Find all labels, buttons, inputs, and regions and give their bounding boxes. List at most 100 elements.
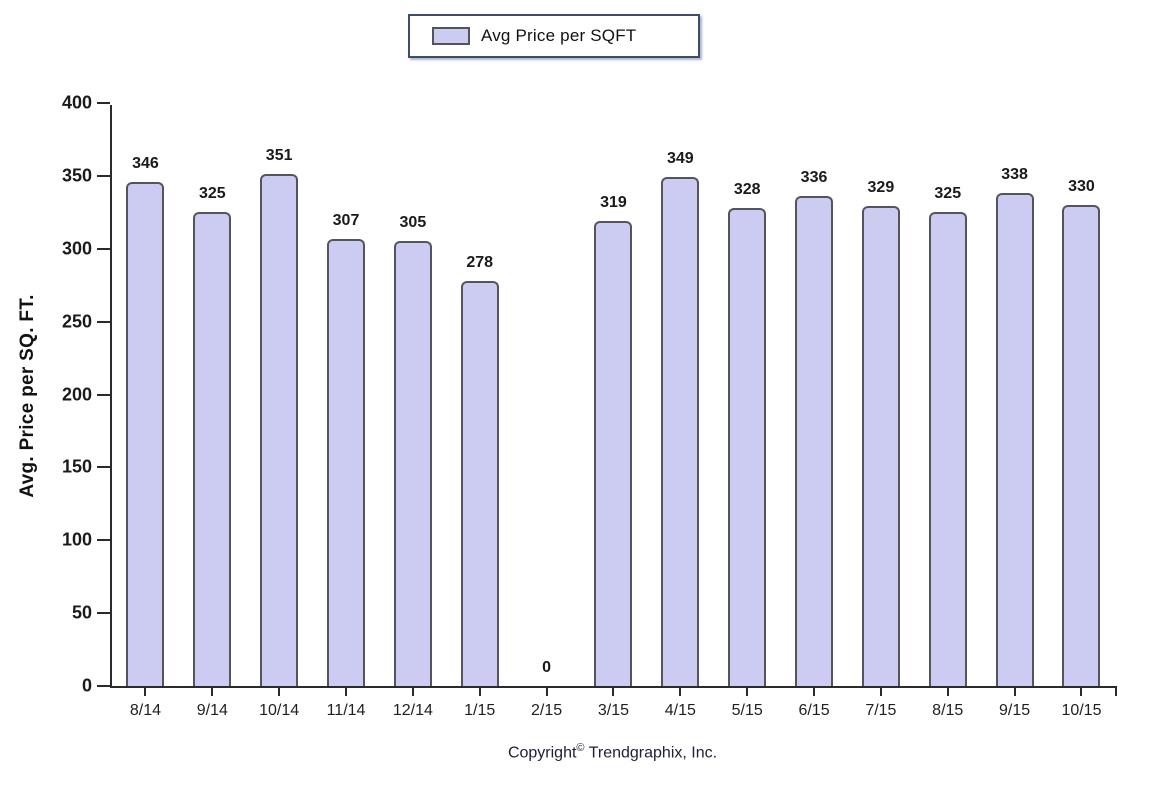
y-axis-tick-label: 0 [81, 675, 92, 696]
bar-value-label: 329 [867, 179, 895, 197]
y-axis-tick [97, 393, 110, 396]
bar-value-label: 349 [666, 150, 694, 168]
y-axis-tick [97, 612, 110, 615]
x-axis-tick-label: 7/15 [865, 702, 897, 719]
bar-value-label: 328 [733, 180, 761, 198]
y-axis-tick [97, 247, 110, 250]
x-axis-tick-label: 1/15 [464, 702, 496, 719]
bar-slot-9/15: 338 9/15 [981, 105, 1048, 719]
bar-slot-12/14: 305 12/14 [379, 105, 446, 719]
bar-7/15 [861, 206, 900, 686]
bar-4/15 [661, 177, 700, 686]
x-axis-tick [144, 686, 147, 696]
x-axis-tick-label: 6/15 [798, 702, 830, 719]
y-axis-tick-label: 350 [61, 165, 92, 186]
y-axis-tick-label: 50 [71, 602, 92, 623]
bar-slot-10/14: 351 10/14 [246, 105, 313, 719]
bar-3/15 [594, 221, 633, 686]
y-axis-tick-label: 250 [61, 311, 92, 332]
y-axis-tick [97, 320, 110, 323]
bar-value-label: 325 [934, 185, 962, 203]
x-axis-tick-label: 10/15 [1061, 702, 1102, 719]
x-axis-tick-label: 10/14 [259, 702, 300, 719]
bar-value-label: 319 [600, 194, 627, 212]
bar-value-label: 338 [1001, 166, 1028, 184]
legend: Avg Price per SQFT [408, 14, 700, 58]
x-axis-tick [879, 686, 882, 696]
y-axis-tick [97, 539, 110, 542]
bars-row: 346 8/14 325 9/14 351 10/14 307 11/14 305 12/14 27… [112, 105, 1115, 719]
x-axis-tick [1080, 686, 1083, 696]
bar-12/14 [393, 241, 432, 686]
copyright-suffix: Trendgraphix, Inc. [588, 744, 718, 762]
x-axis-tick [211, 686, 214, 696]
y-axis-tick [97, 685, 110, 687]
bar-slot-8/15: 325 8/15 [914, 105, 981, 719]
bar-value-label: 0 [542, 659, 552, 676]
bar-slot-1/15: 278 1/15 [446, 105, 513, 719]
x-axis-tick [679, 686, 682, 696]
x-axis-tick-label: 5/15 [731, 702, 763, 719]
x-axis-tick-label: 4/15 [664, 702, 696, 719]
bar-value-label: 278 [466, 253, 494, 271]
x-axis-tick [278, 686, 281, 696]
bar-1/15 [460, 280, 499, 686]
copyright-prefix: Copyright [507, 744, 577, 762]
x-axis-end-tick [1115, 686, 1117, 696]
y-axis-tick-label: 200 [61, 384, 92, 404]
bar-6/15 [795, 196, 834, 686]
bar-slot-9/14: 325 9/14 [179, 105, 246, 719]
bar-value-label: 305 [399, 214, 427, 232]
bar-slot-5/15: 328 5/15 [714, 105, 781, 719]
bar-slot-11/14: 307 11/14 [313, 105, 380, 719]
bar-slot-10/15: 330 10/15 [1048, 105, 1115, 719]
x-axis-tick [946, 686, 949, 696]
bar-value-label: 336 [800, 169, 828, 187]
y-axis-tick [97, 466, 110, 469]
x-axis-tick-label: 2/15 [531, 702, 563, 719]
bar-slot-4/15: 349 4/15 [647, 105, 714, 719]
bar-11/14 [327, 238, 365, 686]
bar-slot-6/15: 336 6/15 [781, 105, 848, 719]
x-axis-tick [1013, 686, 1016, 696]
bar-10/14 [260, 174, 299, 686]
x-axis-tick-label: 11/14 [326, 702, 366, 719]
x-axis-tick-label: 12/14 [392, 702, 433, 719]
bar-8/14 [126, 181, 165, 686]
bar-slot-2/15: 0 2/15 [513, 105, 580, 719]
bar-value-label: 346 [132, 154, 159, 172]
bar-slot-8/14: 346 8/14 [112, 105, 179, 719]
y-axis-tick [97, 174, 110, 177]
y-axis-tick [97, 102, 110, 104]
x-axis-tick [545, 686, 548, 696]
bar-value-label: 351 [265, 147, 293, 165]
bar-5/15 [728, 207, 767, 686]
bar-value-label: 307 [332, 211, 360, 229]
bar-slot-7/15: 329 7/15 [847, 105, 914, 719]
x-axis-tick [612, 686, 615, 696]
x-axis-tick [345, 686, 347, 696]
x-axis-tick [411, 686, 414, 696]
x-axis-tick [478, 686, 481, 696]
legend-label: Avg Price per SQFT [481, 26, 637, 45]
bar-9/15 [995, 193, 1034, 686]
copyright-symbol: © [576, 742, 585, 754]
x-axis-tick-label: 9/15 [999, 702, 1031, 719]
bar-value-label: 330 [1068, 178, 1095, 196]
x-axis-tick-label: 3/15 [597, 702, 630, 719]
y-axis-tick-label: 400 [61, 92, 92, 113]
x-axis-tick [746, 686, 749, 696]
bar-value-label: 325 [198, 185, 226, 203]
bar-8/15 [928, 212, 967, 686]
bar-9/14 [193, 212, 232, 686]
y-axis-tick-label: 300 [61, 238, 92, 259]
copyright-text: Copyright© Trendgraphix, Inc. [110, 742, 1115, 762]
x-axis-tick-label: 8/14 [129, 702, 161, 719]
y-axis-tick-label: 150 [61, 456, 92, 477]
x-axis-tick [813, 686, 816, 696]
bar-10/15 [1062, 205, 1101, 686]
x-axis-tick-label: 9/14 [196, 702, 228, 719]
legend-swatch-icon [432, 27, 470, 45]
bar-slot-3/15: 319 3/15 [580, 105, 647, 719]
